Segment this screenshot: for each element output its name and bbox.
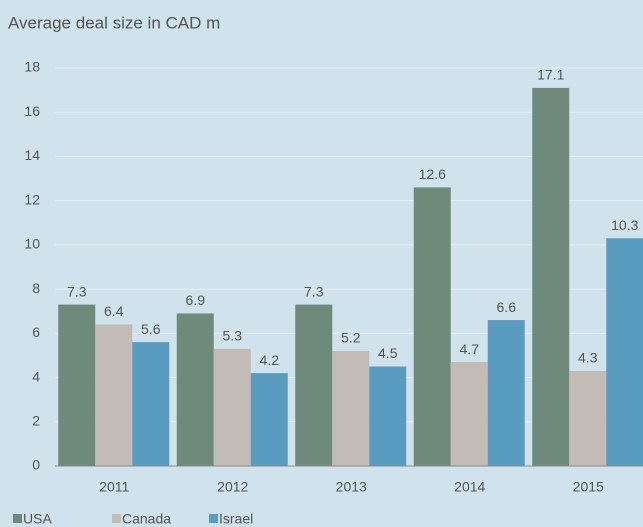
bar [369, 366, 407, 466]
y-tick-label: 18 [24, 59, 40, 75]
bar [250, 373, 288, 466]
y-tick-label: 0 [32, 457, 40, 473]
bar [295, 304, 333, 466]
legend-label: Israel [219, 511, 253, 527]
bar [213, 348, 251, 466]
value-label: 6.9 [186, 292, 206, 308]
bar [569, 370, 607, 466]
bar [132, 342, 170, 466]
x-tick-label: 2014 [454, 479, 485, 495]
bar [58, 304, 96, 466]
value-label: 6.4 [104, 303, 124, 319]
bar [487, 320, 525, 466]
x-tick-label: 2015 [573, 479, 604, 495]
y-tick-label: 10 [24, 236, 40, 252]
legend-swatch [112, 514, 121, 523]
y-tick-label: 14 [24, 147, 40, 163]
bar [176, 313, 214, 466]
legend-label: USA [23, 511, 52, 527]
bar [532, 87, 570, 467]
y-tick-label: 8 [32, 280, 40, 296]
legend-swatch [13, 514, 22, 523]
bar [332, 351, 370, 466]
x-tick-label: 2013 [336, 479, 367, 495]
bar [413, 187, 451, 466]
chart-title: Average deal size in CAD m [8, 13, 220, 32]
bar [95, 324, 133, 466]
value-label: 12.6 [419, 166, 446, 182]
value-label: 6.6 [497, 299, 517, 315]
y-tick-label: 4 [32, 368, 40, 384]
value-label: 5.6 [141, 321, 161, 337]
value-label: 10.3 [611, 217, 638, 233]
bar [606, 238, 643, 466]
y-tick-label: 6 [32, 324, 40, 340]
bar [450, 362, 488, 466]
y-tick-label: 2 [32, 412, 40, 428]
value-label: 5.2 [341, 330, 361, 346]
value-label: 7.3 [67, 283, 87, 299]
value-label: 17.1 [537, 67, 564, 83]
value-label: 5.3 [223, 328, 243, 344]
value-label: 4.5 [378, 345, 398, 361]
value-label: 4.3 [578, 350, 598, 366]
value-label: 4.7 [460, 341, 480, 357]
x-tick-label: 2012 [217, 479, 248, 495]
legend-swatch [209, 514, 218, 523]
x-tick-label: 2011 [99, 479, 129, 495]
y-tick-label: 12 [24, 191, 40, 207]
value-label: 7.3 [304, 283, 324, 299]
value-label: 4.2 [260, 352, 280, 368]
y-tick-label: 16 [24, 103, 40, 119]
legend-label: Canada [122, 511, 171, 527]
